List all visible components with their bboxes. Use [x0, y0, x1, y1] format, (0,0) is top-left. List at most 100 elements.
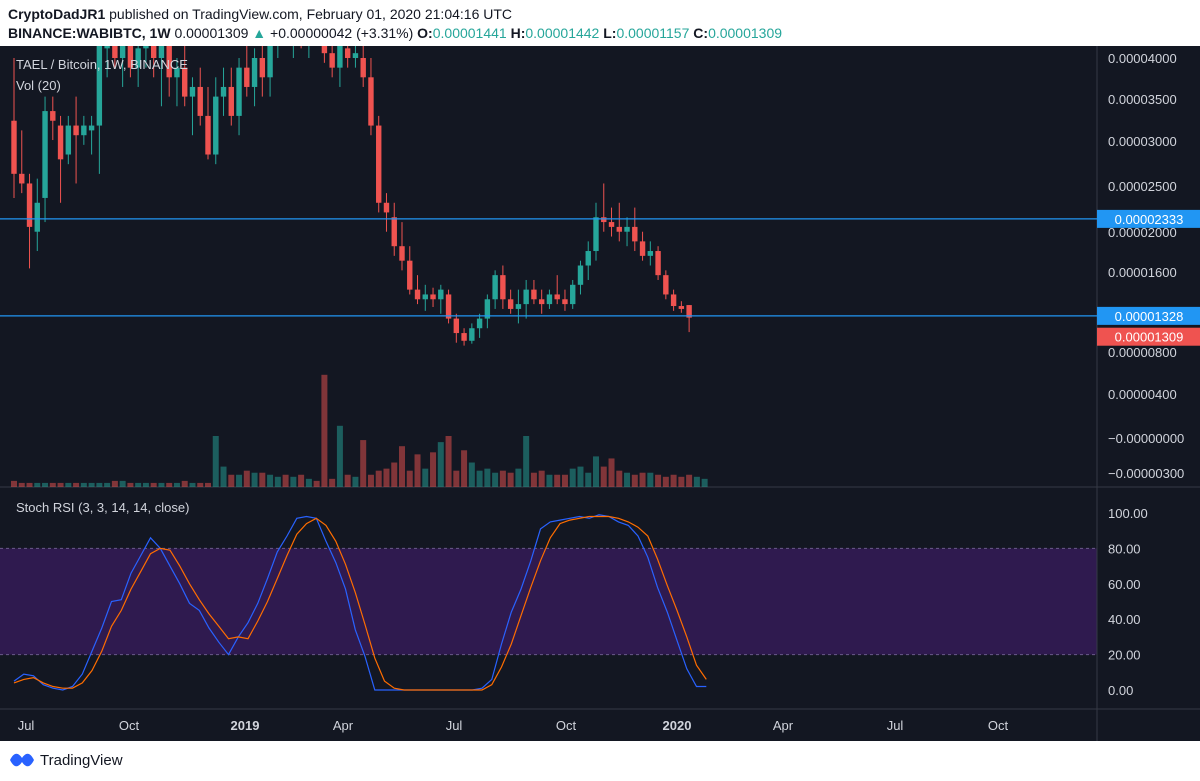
stoch-rsi-lines [13, 514, 707, 691]
price-axis-tick: −0.00000300 [1108, 466, 1184, 481]
tradingview-logo-icon [10, 753, 34, 767]
candle-body [337, 46, 343, 68]
price-axis-tick: 0.00002000 [1108, 225, 1177, 240]
time-axis-tick: 2019 [231, 718, 260, 733]
volume-bars [11, 374, 708, 487]
chart-area[interactable]: 0.00002333 0.00001328 0.00001309 0.0000400… [0, 46, 1200, 741]
candle-body [531, 289, 537, 300]
last-price: 0.00001309 [174, 25, 249, 41]
main-legend: TAEL / Bitcoin, 1W, BINANCE [16, 57, 188, 72]
volume-bar [375, 470, 382, 487]
volume-bar [104, 482, 111, 487]
candle-body [158, 46, 165, 58]
volume-bar [430, 452, 437, 487]
footer: TradingView [0, 741, 1200, 781]
candle-body [182, 67, 188, 97]
volume-bar [492, 472, 499, 487]
candle-body [632, 226, 638, 242]
candle-body [438, 289, 444, 300]
horizontal-lines[interactable]: 0.00002333 0.00001328 0.00001309 [0, 209, 1200, 346]
stoch-axis-tick: 0.00 [1108, 683, 1133, 698]
stoch-k-line [13, 514, 707, 691]
candle-body [484, 299, 491, 319]
volume-bar [26, 482, 33, 487]
candle-body [135, 48, 141, 68]
volume-bar [11, 480, 17, 487]
volume-bar [173, 482, 180, 487]
volume-bar [367, 474, 374, 487]
candle-body [360, 58, 366, 78]
candle-body [174, 67, 180, 78]
volume-bar [616, 470, 623, 487]
volume-bar [678, 476, 685, 487]
candle-body [383, 202, 390, 213]
candle-body [554, 294, 560, 300]
volume-bar [507, 472, 514, 487]
candle-body [601, 217, 607, 223]
volume-bar [127, 482, 134, 487]
time-axis-tick: Apr [333, 718, 354, 733]
volume-bar [577, 466, 584, 487]
volume-bar [274, 476, 281, 487]
candle-body [500, 275, 506, 300]
volume-bar [313, 480, 320, 487]
candle-body [670, 294, 677, 307]
tradingview-logo[interactable]: TradingView [10, 751, 123, 769]
volume-bar [600, 466, 607, 487]
volume-bar [499, 470, 506, 487]
volume-bar [57, 482, 64, 487]
volume-bar [662, 476, 669, 487]
volume-bar [65, 482, 72, 487]
low-value: 0.00001157 [616, 25, 690, 41]
candle-body [352, 53, 359, 58]
volume-bar [119, 480, 126, 487]
candle-body [655, 251, 661, 276]
price-label-box [1097, 306, 1200, 325]
last-price-box [1097, 327, 1200, 346]
candle-body [189, 86, 196, 97]
candle-body [11, 120, 17, 174]
volume-bar [236, 474, 243, 487]
volume-bar [414, 454, 421, 487]
horizontal-line-label: 0.00002333 [1115, 212, 1184, 227]
author-name[interactable]: CryptoDadJR1 [8, 6, 106, 22]
price-axis-tick: 0.00004000 [1108, 51, 1177, 66]
volume-bar [686, 474, 693, 487]
candle-body [73, 125, 79, 136]
volume-bar [282, 474, 289, 487]
candle-body [244, 67, 250, 87]
low-label: L: [603, 25, 617, 41]
volume-bar [523, 436, 530, 487]
candle-body [445, 294, 452, 319]
time-axis-tick: Jul [446, 718, 463, 733]
candle-body [593, 217, 599, 252]
price-axis-tick: 0.00000400 [1108, 387, 1177, 402]
candle-body [220, 86, 227, 97]
candle-body [616, 226, 622, 232]
stoch-band [0, 547, 1097, 656]
candle-body [251, 58, 258, 87]
candle-body [515, 304, 522, 309]
volume-legend: Vol (20) [16, 78, 61, 93]
candle-body [391, 217, 397, 247]
price-label-box [1097, 209, 1200, 228]
volume-bar [406, 470, 413, 487]
volume-bar [251, 472, 258, 487]
candle-body [127, 46, 134, 68]
candle-body [570, 284, 576, 305]
close-value: 0.00001309 [708, 25, 783, 41]
volume-bar [561, 474, 568, 487]
stoch-d-line [13, 515, 707, 691]
volume-bar [181, 480, 188, 487]
volume-bar [360, 440, 367, 487]
candle-body [228, 86, 234, 116]
price-change: +0.00000042 (+3.31%) [270, 25, 414, 41]
volume-bar [88, 482, 95, 487]
candle-body [119, 46, 126, 58]
volume-bar [554, 474, 561, 487]
volume-bar [290, 476, 297, 487]
high-value: 0.00001442 [525, 25, 600, 41]
horizontal-line-label: 0.00001328 [1115, 309, 1184, 324]
volume-bar [42, 482, 49, 487]
candle-body [34, 202, 40, 232]
